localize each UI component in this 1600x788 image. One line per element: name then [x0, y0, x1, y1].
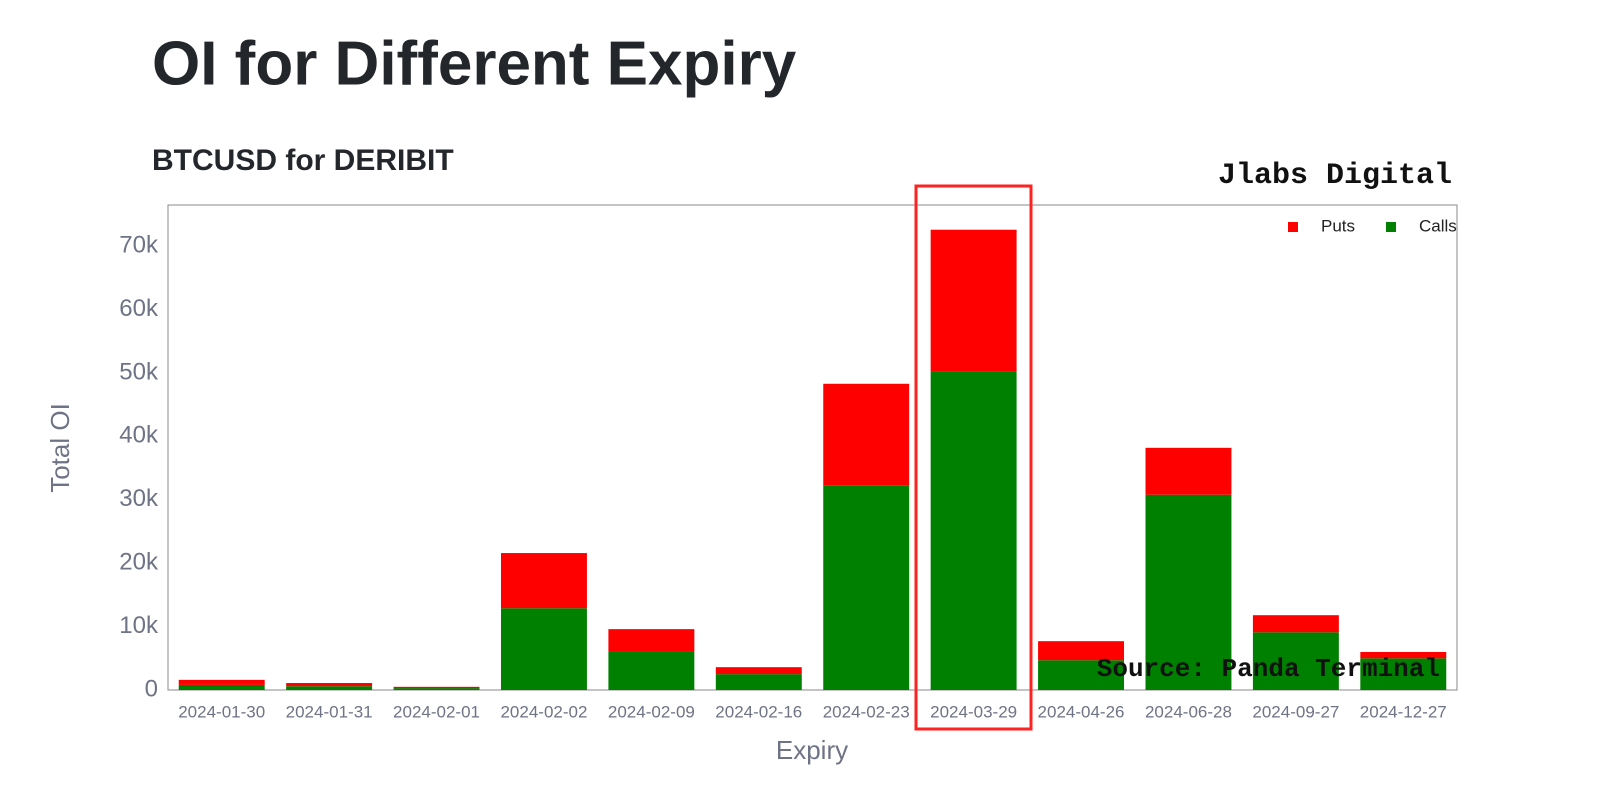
- bar-segment: [608, 629, 695, 652]
- x-tick-label: 2024-02-16: [715, 702, 802, 721]
- bar-segment: [393, 688, 480, 690]
- legend-label: Calls: [1419, 216, 1457, 235]
- bar-segment: [500, 608, 587, 690]
- legend-swatch: [1386, 222, 1396, 232]
- bar-segment: [1145, 447, 1232, 495]
- y-tick-label: 30k: [119, 485, 159, 512]
- bar-segment: [930, 229, 1017, 372]
- bar-segment: [178, 679, 265, 685]
- bar-segment: [715, 667, 802, 675]
- watermark: Jlabs Digital: [1218, 159, 1452, 193]
- legend-swatch: [1288, 222, 1298, 232]
- bar-segment: [1038, 641, 1125, 661]
- x-tick-label: 2024-12-27: [1360, 702, 1447, 721]
- bar-segment: [1360, 658, 1447, 690]
- bar-segment: [1145, 494, 1232, 690]
- y-tick-label: 50k: [119, 358, 159, 385]
- x-tick-label: 2024-03-29: [930, 702, 1017, 721]
- bar-segment: [823, 383, 910, 486]
- x-tick-label: 2024-02-01: [393, 702, 480, 721]
- bar-segment: [930, 371, 1017, 690]
- highlight-box: [914, 184, 1033, 731]
- x-tick-label: 2024-04-26: [1038, 702, 1125, 721]
- y-tick-label: 10k: [119, 612, 159, 639]
- x-tick-label: 2024-02-09: [608, 702, 695, 721]
- y-tick-label: 60k: [119, 295, 159, 322]
- bar-segment: [286, 686, 373, 690]
- chart-subtitle: BTCUSD for DERIBIT: [152, 144, 454, 177]
- y-tick-label: 40k: [119, 422, 159, 449]
- marks: [178, 229, 1447, 690]
- chart-title: OI for Different Expiry: [152, 29, 797, 98]
- source-note: Source: Panda Terminal: [1097, 654, 1440, 684]
- x-tick-label: 2024-01-31: [286, 702, 373, 721]
- bar-segment: [178, 684, 265, 690]
- y-tick-label: 70k: [119, 232, 159, 259]
- bar-segment: [1038, 660, 1125, 690]
- legend-label: Puts: [1321, 216, 1355, 235]
- bar-segment: [1360, 651, 1447, 659]
- x-tick-label: 2024-09-27: [1252, 702, 1339, 721]
- bar-segment: [393, 686, 480, 689]
- x-tick-label: 2024-06-28: [1145, 702, 1232, 721]
- bar-segment: [823, 485, 910, 690]
- plot-frame: [167, 204, 1458, 691]
- x-tick-label: 2024-02-23: [823, 702, 910, 721]
- bar-segment: [1252, 615, 1339, 633]
- bar-segment: [500, 553, 587, 609]
- x-tick-label: 2024-02-02: [500, 702, 587, 721]
- bar-segment: [715, 674, 802, 690]
- bar-segment: [286, 683, 373, 687]
- y-tick-label: 20k: [119, 549, 159, 576]
- y-tick-label: 0: [145, 675, 158, 702]
- y-axis-label: Total OI: [45, 403, 75, 493]
- x-axis-label: Expiry: [776, 735, 848, 765]
- x-tick-label: 2024-01-30: [178, 702, 265, 721]
- bar-segment: [608, 651, 695, 690]
- bar-segment: [1252, 632, 1339, 690]
